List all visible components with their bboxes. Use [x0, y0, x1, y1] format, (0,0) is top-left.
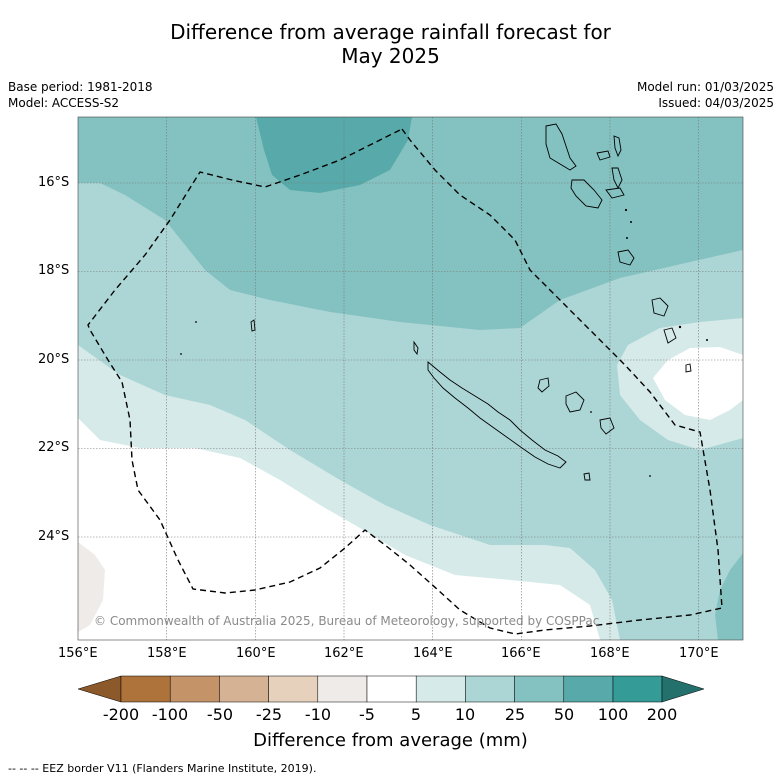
lon-tick-label: 166°E [501, 646, 541, 661]
belep-islands [413, 340, 419, 356]
map-title-line1: Difference from average rainfall forecas… [170, 20, 611, 44]
colorbar-title: Difference from average (mm) [253, 730, 528, 751]
new-caledonia-island [427, 361, 567, 469]
vanuatu-maewo [613, 135, 622, 158]
contour-neutral-sw [78, 418, 600, 640]
colorbar-tick-label: -25 [255, 705, 283, 724]
colorbar-tick-label: -50 [206, 705, 234, 724]
contour-25-50 [78, 117, 743, 330]
colorbar-extend-low [77, 675, 122, 703]
contour-50-100 [256, 117, 412, 193]
colorbar-extend-high [661, 675, 705, 703]
vanuatu-aneityum [685, 363, 692, 373]
lon-tick-label: 168°E [590, 646, 630, 661]
loyalty-island-3 [599, 417, 615, 435]
model-run: Model run: 01/03/2025 [636, 80, 774, 94]
rainfall-contours [78, 117, 743, 640]
lat-tick-label: 20°S [38, 352, 70, 367]
colorbar-tick-label: -200 [102, 705, 140, 724]
colorbar [77, 675, 705, 703]
lat-tick-label: 16°S [38, 175, 70, 190]
chesterfield-islands [250, 319, 256, 332]
lon-tick-label: 170°E [679, 646, 719, 661]
small-islets [180, 208, 708, 477]
lon-tick-label: 164°E [413, 646, 453, 661]
lat-tick-label: 24°S [38, 529, 70, 544]
lon-tick-label: 158°E [147, 646, 187, 661]
vanuatu-pentecost [611, 167, 623, 190]
map-title-line2: May 2025 [341, 44, 440, 68]
gridlines [78, 117, 743, 640]
lon-tick-label: 156°E [58, 646, 98, 661]
isle-of-pines [583, 472, 591, 481]
lat-tick-label: 22°S [38, 440, 70, 455]
vanuatu-malekula [570, 179, 603, 209]
model-name: Model: ACCESS-S2 [8, 96, 120, 110]
vanuatu-tanna [663, 327, 677, 344]
contour-25-50-se [715, 553, 743, 640]
loyalty-island-2 [565, 391, 585, 413]
vanuatu-espiritu-santo [545, 123, 577, 171]
colorbar-tick-label: 10 [454, 705, 476, 724]
contour-neutral-east [653, 347, 743, 420]
vanuatu-ambae [596, 150, 611, 161]
issued-date: Issued: 04/03/2025 [658, 96, 774, 110]
copyright-notice: © Commonwealth of Australia 2025, Bureau… [94, 614, 600, 628]
colorbar-tick-label: 50 [553, 705, 575, 724]
colorbar-tick-label: 25 [504, 705, 526, 724]
colorbar-tick-label: 5 [410, 705, 422, 724]
lon-tick-label: 162°E [324, 646, 364, 661]
map-frame [77, 116, 744, 641]
colorbar-tick-label: -10 [304, 705, 332, 724]
colorbar-tick-label: 100 [597, 705, 629, 724]
colorbar-tick-label: -100 [151, 705, 189, 724]
loyalty-island-1 [537, 377, 550, 393]
coastlines [250, 123, 692, 481]
base-period: Base period: 1981-2018 [8, 80, 153, 94]
eez-border [87, 128, 723, 635]
eez-footnote: -- -- -- EEZ border V11 (Flanders Marine… [8, 762, 317, 775]
vanuatu-efate [617, 249, 635, 266]
lat-tick-label: 18°S [38, 263, 70, 278]
colorbar-tick-label: -5 [359, 705, 375, 724]
colorbar-tick-label: 200 [646, 705, 678, 724]
contour-dry-sw [78, 542, 105, 632]
lon-tick-label: 160°E [236, 646, 276, 661]
vanuatu-erromango [651, 297, 669, 317]
vanuatu-ambrym [605, 187, 625, 199]
